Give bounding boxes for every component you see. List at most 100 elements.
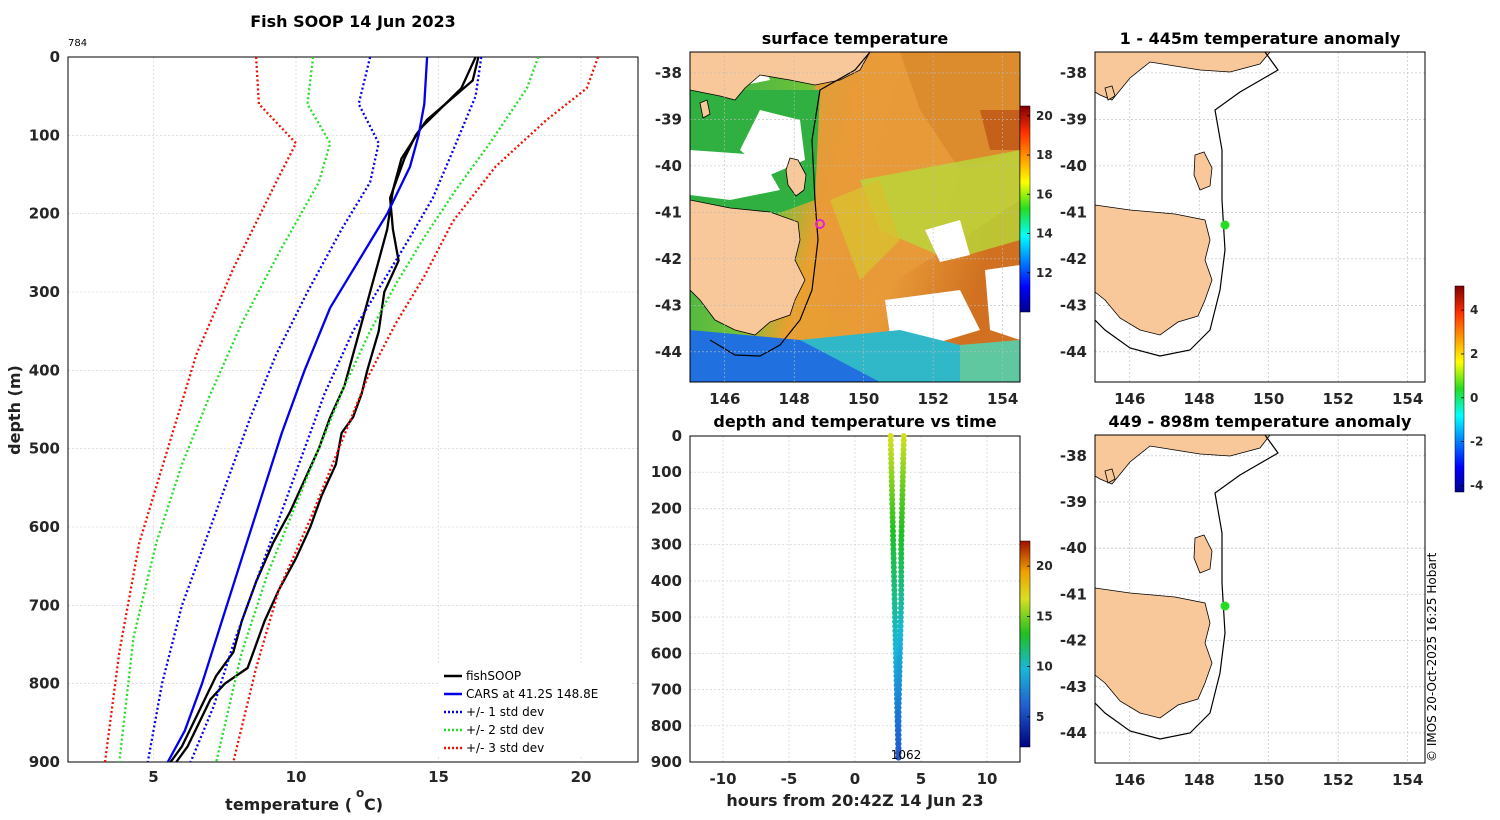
anom2-xtick: 146 bbox=[1114, 771, 1145, 789]
tp-cbar-label: 15 bbox=[1036, 609, 1053, 623]
anom1-ytick: -41 bbox=[1060, 203, 1087, 221]
tp-point bbox=[889, 505, 896, 512]
tp-point bbox=[889, 519, 896, 526]
anom2-xtick: 154 bbox=[1392, 771, 1423, 789]
anomaly-colorbar bbox=[1454, 285, 1465, 493]
tp-point bbox=[887, 433, 894, 439]
tp-point bbox=[889, 523, 896, 530]
tp-point bbox=[889, 509, 896, 516]
tp-ytick: 800 bbox=[651, 717, 682, 735]
tp-point bbox=[890, 568, 897, 575]
profile-ylabel: depth (m) bbox=[5, 365, 24, 455]
tp-point bbox=[898, 559, 905, 566]
profile-xtick: 10 bbox=[286, 768, 307, 786]
tp-point bbox=[890, 564, 897, 571]
tp-point bbox=[898, 577, 905, 584]
profile-legend: fishSOOP CARS at 41.2S 148.8E +/- 1 std … bbox=[438, 665, 630, 757]
tp-point bbox=[892, 618, 899, 625]
timeplot-panel: depth and temperature vs time -10 -5 0 5 100… bbox=[651, 412, 1053, 810]
tp-point bbox=[888, 455, 895, 462]
profile-xlabel-end: C) bbox=[364, 795, 383, 814]
tp-point bbox=[895, 704, 902, 711]
tp-point bbox=[887, 437, 894, 444]
tp-point bbox=[898, 523, 905, 530]
anom2-station-marker bbox=[1220, 601, 1230, 611]
footer-credit: © IMOS 20-Oct-2025 16:25 Hobart bbox=[1425, 552, 1439, 762]
tp-point bbox=[888, 464, 895, 471]
anom1-xtick: 152 bbox=[1323, 390, 1354, 408]
tp-point bbox=[899, 487, 906, 494]
sst-ytick: -40 bbox=[655, 157, 682, 175]
sst-ytick: -42 bbox=[655, 250, 682, 268]
profile-ytick: 200 bbox=[29, 205, 60, 223]
tp-cbar-label: 5 bbox=[1036, 710, 1044, 724]
anom2-ytick: -43 bbox=[1060, 678, 1087, 696]
sst-ytick: -38 bbox=[655, 64, 682, 82]
anom1-ytick: -43 bbox=[1060, 296, 1087, 314]
profile-series-line bbox=[146, 57, 380, 762]
tp-point bbox=[890, 532, 897, 539]
tp-point bbox=[895, 727, 902, 734]
legend-fishsoop: fishSOOP bbox=[466, 669, 521, 683]
tp-point bbox=[898, 546, 905, 553]
profile-axes bbox=[67, 56, 639, 763]
tp-point bbox=[898, 509, 905, 516]
tp-point bbox=[896, 682, 903, 689]
tp-point bbox=[888, 473, 895, 480]
sst-xtick: 152 bbox=[918, 390, 949, 408]
tp-point bbox=[896, 663, 903, 670]
tp-ytick: 100 bbox=[651, 463, 682, 481]
tp-point bbox=[890, 546, 897, 553]
profile-ytick: 300 bbox=[29, 283, 60, 301]
anom2-ytick: -44 bbox=[1060, 724, 1087, 742]
tp-point bbox=[899, 473, 906, 480]
tp-point bbox=[896, 650, 903, 657]
profile-series-line bbox=[232, 57, 600, 762]
profile-ytick: 800 bbox=[29, 675, 60, 693]
legend-2std: +/- 2 std dev bbox=[466, 723, 544, 737]
sst-xtick: 154 bbox=[987, 390, 1018, 408]
tp-point bbox=[890, 555, 897, 562]
tp-point bbox=[895, 722, 902, 729]
tp-point bbox=[897, 605, 904, 612]
max-depth-label: 784 bbox=[68, 38, 87, 49]
tp-point bbox=[895, 713, 902, 720]
tp-point bbox=[887, 442, 894, 449]
tp-point bbox=[899, 482, 906, 489]
anom2-title: 449 - 898m temperature anomaly bbox=[1109, 412, 1412, 431]
tp-point bbox=[900, 451, 907, 458]
tp-point bbox=[898, 591, 905, 598]
tp-point bbox=[898, 573, 905, 580]
tp-point bbox=[895, 718, 902, 725]
tp-point bbox=[897, 623, 904, 630]
sst-xtick: 150 bbox=[848, 390, 879, 408]
tp-xtick: -10 bbox=[709, 770, 736, 788]
tp-ytick: 700 bbox=[651, 681, 682, 699]
tp-point bbox=[899, 491, 906, 498]
anom1-ytick: -42 bbox=[1060, 250, 1087, 268]
tp-point bbox=[890, 537, 897, 544]
tp-point bbox=[895, 695, 902, 702]
tp-point bbox=[895, 736, 902, 743]
tp-point bbox=[900, 442, 907, 449]
tp-cbar-label: 10 bbox=[1036, 660, 1053, 674]
tp-point bbox=[900, 446, 907, 453]
sst-cbar-label: 16 bbox=[1036, 187, 1053, 201]
anom2-xtick: 150 bbox=[1253, 771, 1284, 789]
tp-point bbox=[889, 500, 896, 507]
legend-1std: +/- 1 std dev bbox=[466, 705, 544, 719]
tp-point bbox=[889, 496, 896, 503]
profile-series-line bbox=[189, 57, 483, 762]
anom2-ytick: -42 bbox=[1060, 632, 1087, 650]
tp-point bbox=[897, 614, 904, 621]
tp-point bbox=[887, 446, 894, 453]
sst-xtick: 148 bbox=[779, 390, 810, 408]
tp-point bbox=[888, 460, 895, 467]
tp-point bbox=[889, 491, 896, 498]
anom1-ytick: -38 bbox=[1060, 64, 1087, 82]
anom-cbar-label: 0 bbox=[1470, 391, 1478, 405]
sst-ytick: -43 bbox=[655, 296, 682, 314]
profile-panel: Fish SOOP 14 Jun 2023 784 5 10 15 200100200… bbox=[5, 12, 639, 814]
tp-point bbox=[891, 582, 898, 589]
tp-point bbox=[892, 623, 899, 630]
